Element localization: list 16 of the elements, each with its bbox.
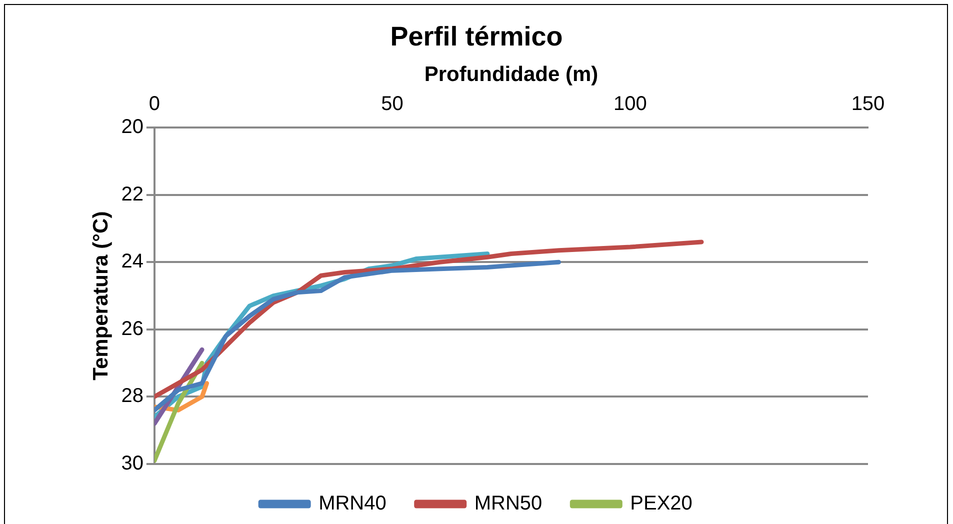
y-tick-label: 24 <box>121 250 144 273</box>
x-tick-label: 0 <box>148 93 160 116</box>
x-tick-label: 150 <box>851 93 885 116</box>
y-tick-label: 26 <box>121 318 144 340</box>
legend-label: MRN40 <box>318 492 386 515</box>
y-tick-label: 28 <box>121 385 144 408</box>
legend-label: MRN50 <box>474 492 542 515</box>
y-tick-label: 22 <box>121 183 144 206</box>
y-tick-label: 20 <box>121 116 144 138</box>
x-tick-label: 50 <box>381 93 404 116</box>
x-tick-label: 100 <box>613 93 647 116</box>
x-axis-title: Profundidade (m) <box>424 62 598 86</box>
y-tick-label: 30 <box>121 452 144 475</box>
chart-title: Perfil térmico <box>390 22 563 52</box>
legend-label: PEX20 <box>630 492 692 515</box>
y-axis-title: Temperatura (°C) <box>89 211 112 380</box>
